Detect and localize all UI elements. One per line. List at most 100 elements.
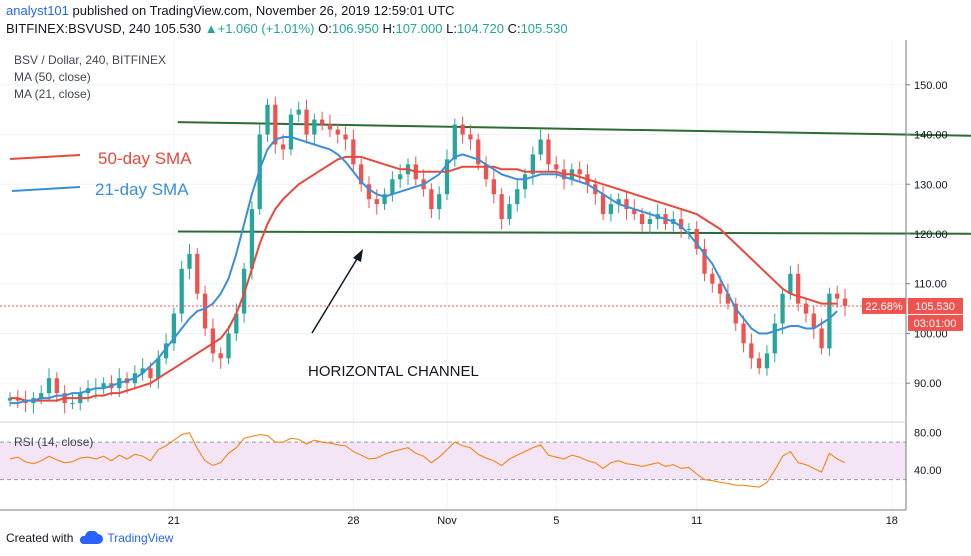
candle-body <box>507 204 512 220</box>
candle-body <box>15 398 20 401</box>
candle-body <box>842 298 848 306</box>
candle-body <box>312 119 317 135</box>
low-value: 104.720 <box>456 21 504 36</box>
x-tick-label: 5 <box>553 515 559 527</box>
candle-body <box>210 328 216 354</box>
y-tick-label: 120.00 <box>914 229 948 241</box>
rsi-panel <box>0 432 906 488</box>
candle-body <box>390 179 395 195</box>
candle-body <box>70 403 75 405</box>
countdown-badge: 03:01:00 <box>914 318 957 330</box>
candle-body <box>265 104 270 135</box>
candle-body <box>616 199 621 205</box>
candle-body <box>7 398 13 401</box>
candle-body <box>23 400 28 404</box>
candle-body <box>429 189 434 210</box>
candle-body <box>374 199 379 205</box>
candle-body <box>171 313 177 344</box>
ma21-legend[interactable]: MA (21, close) <box>14 87 91 101</box>
author-link[interactable]: analyst101 <box>6 3 69 18</box>
candle-body <box>803 303 809 314</box>
symbol-quote-line: BITFINEX:BSVUSD, 240 105.530 ▲+1.060 (+1… <box>6 21 568 36</box>
candle-body <box>249 209 255 269</box>
ma50-legend[interactable]: MA (50, close) <box>14 70 91 84</box>
candle-body <box>156 358 161 379</box>
channel-annotation: HORIZONTAL CHANNEL <box>308 363 479 380</box>
candle-body <box>179 268 184 314</box>
candle-body <box>398 174 403 180</box>
candle-body <box>717 283 723 294</box>
candle-body <box>304 109 309 135</box>
sma50-line <box>10 155 838 402</box>
candle-body <box>39 393 44 399</box>
candle-body <box>437 194 442 210</box>
candle-body <box>288 114 294 150</box>
candle-body <box>819 328 824 349</box>
candle-body <box>772 323 777 354</box>
channel-arrow-shaft <box>311 253 361 334</box>
countdown-badge-bg <box>908 314 963 331</box>
x-tick-label: Nov <box>437 515 457 527</box>
price-badge-bg <box>908 297 963 314</box>
candle-body <box>780 293 785 324</box>
rsi-line <box>9 432 846 488</box>
y-tick-label: 100.00 <box>914 328 948 340</box>
candle-body <box>788 273 793 294</box>
candle-body <box>530 154 535 175</box>
tradingview-cloud-icon <box>80 531 104 544</box>
up-arrow-icon: ▲ <box>204 21 218 36</box>
candle-body <box>647 219 653 225</box>
candle-body <box>811 313 816 329</box>
candle-body <box>359 164 364 185</box>
pct-badge: 22.68% <box>865 301 903 313</box>
candle-body <box>280 144 286 150</box>
candle-body <box>538 139 543 155</box>
x-tick-label: 18 <box>886 515 898 527</box>
last-price: 105.530 <box>154 21 202 36</box>
candle-body <box>351 139 356 165</box>
high-value: 107.000 <box>395 21 443 36</box>
close-label: C: <box>507 21 521 36</box>
candle-body <box>460 124 465 135</box>
candle-body <box>195 253 200 294</box>
sma50-swatch <box>9 154 81 160</box>
price-change: +1.060 (+1.01%) <box>217 21 315 36</box>
symbol: BITFINEX:BSVUSD, 240 <box>6 21 151 36</box>
candle-body <box>546 139 551 165</box>
annotations: 50-day SMA 21-day SMA HORIZONTAL CHANNEL… <box>14 149 479 449</box>
candle-body <box>515 189 520 205</box>
sma21-annotation: 21-day SMA <box>95 180 189 199</box>
candle-body <box>335 129 340 135</box>
pct-badge-bg <box>862 297 906 314</box>
candle-body <box>624 199 629 210</box>
candle-body <box>554 164 559 170</box>
open-value: 106.950 <box>331 21 379 36</box>
candle-body <box>686 229 692 231</box>
candle-body <box>639 214 645 225</box>
channel-lower-line <box>177 230 971 235</box>
y-tick-label: 150.00 <box>914 80 948 92</box>
candle-body <box>327 124 333 130</box>
candle-body <box>202 293 208 329</box>
candle-body <box>757 358 762 369</box>
candle-body <box>468 134 473 140</box>
high-label: H: <box>382 21 396 36</box>
candle-body <box>796 273 801 304</box>
candle-body <box>749 343 754 359</box>
candle-body <box>632 209 637 215</box>
close-value: 105.530 <box>520 21 568 36</box>
rsi-tick-label: 40.00 <box>914 465 942 477</box>
candle-body <box>46 378 52 394</box>
sma50-annotation: 50-day SMA <box>98 149 192 168</box>
published-text: published on TradingView.com, November 2… <box>72 3 455 18</box>
candle-body <box>476 139 481 165</box>
grid-lines <box>0 40 906 510</box>
candle-body <box>163 343 169 359</box>
x-tick-label: 11 <box>691 515 702 527</box>
sma21-line <box>10 136 838 405</box>
series-title[interactable]: BSV / Dollar, 240, BITFINEX <box>14 53 167 67</box>
candle-body <box>827 293 832 349</box>
candle-body <box>296 109 301 115</box>
tradingview-brand[interactable]: TradingView <box>107 531 174 545</box>
